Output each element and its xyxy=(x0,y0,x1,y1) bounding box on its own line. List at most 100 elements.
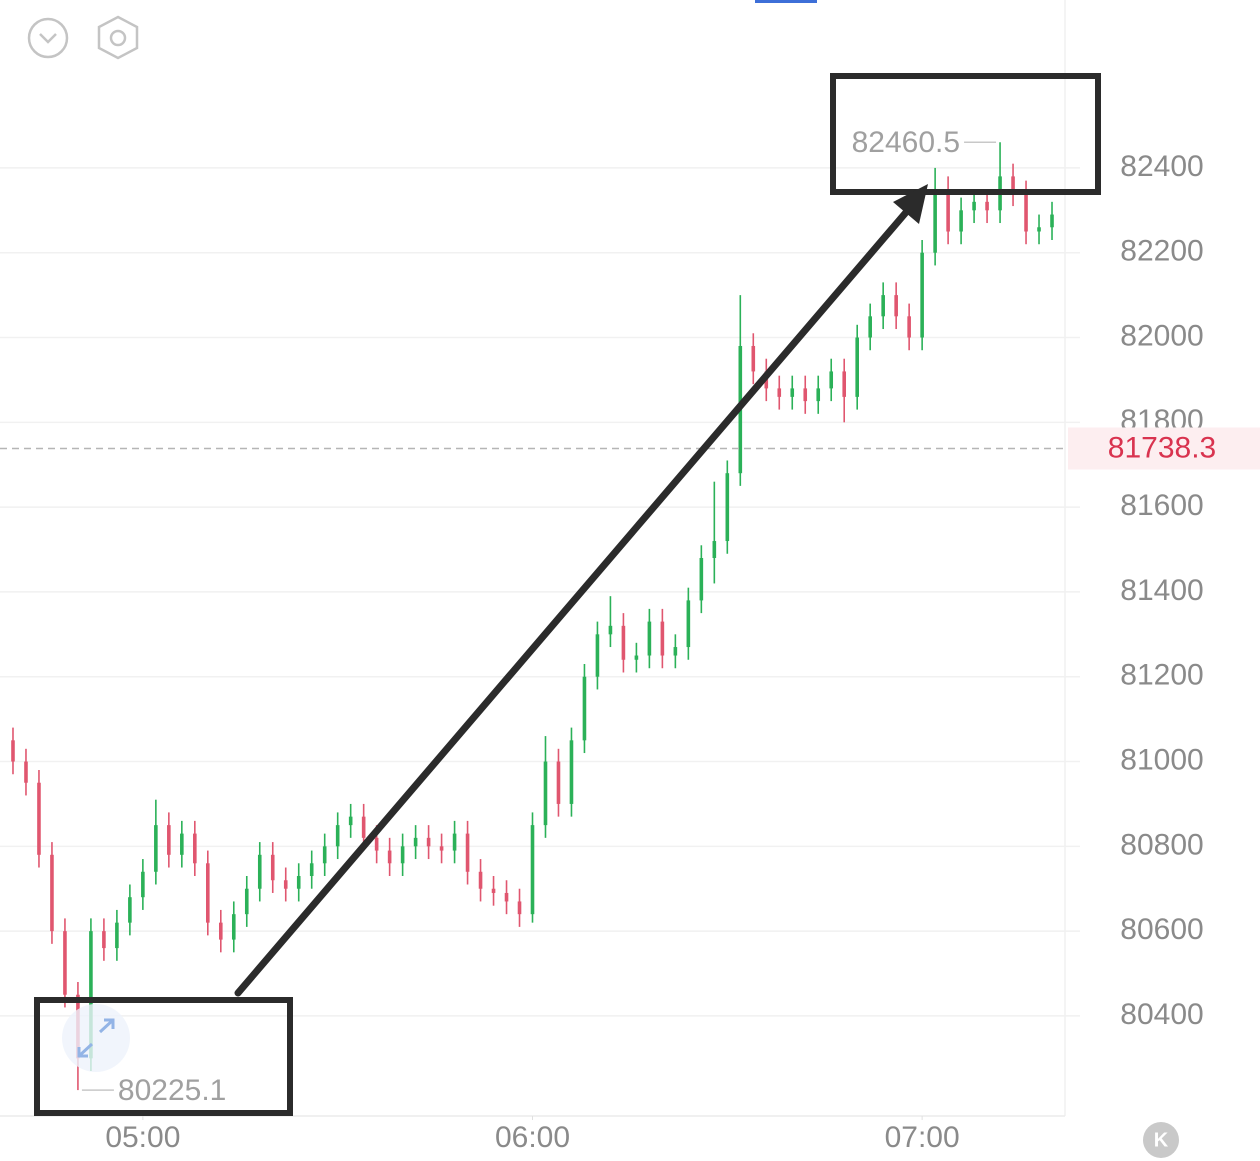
candle-body xyxy=(790,388,795,397)
y-tick-label: 80600 xyxy=(1120,913,1203,946)
candle-body xyxy=(257,854,262,889)
candle-body xyxy=(569,740,574,804)
x-tick-label: 06:00 xyxy=(495,1121,570,1154)
max-label: 82460.5 xyxy=(852,126,960,159)
expand-button[interactable] xyxy=(62,1004,130,1072)
candle-body xyxy=(128,897,132,923)
candle-body xyxy=(608,625,613,635)
candle-body xyxy=(673,647,678,656)
y-tick-label: 81200 xyxy=(1120,659,1203,692)
min-label: 80225.1 xyxy=(118,1074,226,1107)
candle-body xyxy=(193,833,197,864)
arrow-shaft xyxy=(234,206,912,997)
candle-body xyxy=(89,931,93,1059)
candle-body xyxy=(180,833,184,855)
candle-body xyxy=(751,345,756,372)
candle-body xyxy=(206,863,210,923)
candle-body xyxy=(829,371,834,389)
candle-body xyxy=(946,189,950,232)
low-box xyxy=(34,997,293,1116)
grid xyxy=(0,0,1080,1120)
candle-body xyxy=(296,876,301,889)
candle-body xyxy=(582,676,587,741)
candle-body xyxy=(167,825,171,855)
candle-body xyxy=(115,922,119,949)
k-button-label: K xyxy=(1154,1129,1169,1151)
y-tick-label: 81400 xyxy=(1120,574,1203,607)
candle-body xyxy=(50,854,54,932)
candle-body xyxy=(413,837,418,847)
candle-body xyxy=(933,189,937,253)
settings-button[interactable] xyxy=(97,15,139,60)
candle-body xyxy=(154,825,158,872)
candle-body xyxy=(63,931,67,995)
k-button[interactable]: K xyxy=(1143,1122,1179,1158)
candle-body xyxy=(439,846,444,851)
arrow-head xyxy=(893,184,928,224)
y-tick-label: 82000 xyxy=(1120,319,1203,352)
candle-body xyxy=(725,473,730,542)
candle-body xyxy=(11,740,15,762)
candle-body xyxy=(517,901,522,915)
x-tick-label: 05:00 xyxy=(105,1121,180,1154)
candle-body xyxy=(972,201,976,211)
candle-body xyxy=(712,541,717,558)
candle-body xyxy=(465,833,470,872)
candle-body xyxy=(1024,193,1028,232)
candle-body xyxy=(141,871,145,898)
y-tick-label: 81000 xyxy=(1120,743,1203,776)
candle-body xyxy=(309,863,314,877)
candle-body xyxy=(335,825,340,847)
candle-body xyxy=(959,210,963,232)
candle-body xyxy=(842,371,847,397)
candle-body xyxy=(426,837,431,847)
y-tick-label: 81600 xyxy=(1120,489,1203,522)
candle-body xyxy=(244,888,249,915)
candle-body xyxy=(102,931,106,949)
candle-body xyxy=(686,600,691,648)
labels: 8040080600808008100081200814008160081800… xyxy=(0,126,1260,1154)
y-tick-label: 80400 xyxy=(1120,998,1203,1031)
candle-body xyxy=(491,888,496,893)
x-tick-label: 07:00 xyxy=(885,1121,960,1154)
candle-body xyxy=(322,846,327,864)
y-tick-label: 82400 xyxy=(1120,150,1203,183)
candle-body xyxy=(777,388,782,397)
last-price-box xyxy=(1068,427,1260,470)
candle-body xyxy=(985,201,989,211)
candle-body xyxy=(400,846,405,864)
candle-body xyxy=(504,892,509,902)
dropdown-button[interactable] xyxy=(27,17,69,59)
candles xyxy=(11,142,1054,1091)
candle-body xyxy=(24,761,28,783)
candle-body xyxy=(374,837,379,851)
candle-body xyxy=(530,825,535,915)
candle-body xyxy=(1037,227,1041,232)
candle-body xyxy=(543,761,548,826)
candle-body xyxy=(907,316,911,338)
candle-body xyxy=(647,621,652,656)
candle-body xyxy=(634,655,639,660)
candle-body xyxy=(1011,176,1015,194)
candle-body xyxy=(348,816,353,826)
candle-body xyxy=(855,337,859,397)
candle-body xyxy=(660,621,665,656)
last-price-label: 81738.3 xyxy=(1108,431,1216,464)
candle-body xyxy=(816,388,821,402)
candle-body xyxy=(283,880,288,889)
candle-body xyxy=(881,295,885,317)
candle-body xyxy=(387,850,392,864)
candle-body xyxy=(361,816,366,838)
y-tick-label: 80800 xyxy=(1120,828,1203,861)
candle-body xyxy=(699,558,704,601)
candle-body xyxy=(452,833,457,851)
candle-body xyxy=(270,854,275,881)
candle-body xyxy=(231,914,236,940)
high-box xyxy=(830,73,1101,195)
candle-body xyxy=(621,625,626,660)
candle-body xyxy=(37,782,41,855)
candle-body xyxy=(556,761,561,804)
candle-body xyxy=(218,922,223,940)
candle-body xyxy=(478,871,483,889)
